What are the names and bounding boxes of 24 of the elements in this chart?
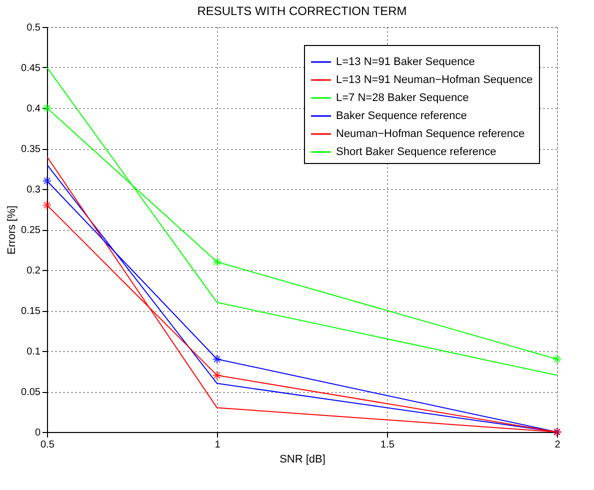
y-tick-label: 0.3 [26,184,41,196]
legend-label: L=7 N=28 Baker Sequence [336,92,469,104]
y-tick-label: 0.45 [21,63,41,74]
y-tick-label: 0 [34,428,41,438]
y-tick-label: 0.4 [26,104,41,114]
legend-label: Neuman−Hofman Sequence reference [336,128,525,140]
y-tick-label: 0.2 [26,266,41,276]
y-tick-label: 0.15 [21,306,41,317]
y-tick-label: 0.05 [21,387,41,398]
x-tick-label: 1 [214,440,221,450]
legend-label: Short Baker Sequence reference [336,146,496,158]
x-tick-label: 1.5 [380,440,395,450]
y-tick-label: 0.25 [21,225,41,236]
chart-title: RESULTS WITH CORRECTION TERM [197,4,407,18]
y-axis-title: Errors [%] [6,206,18,254]
y-tick-label: 0.5 [26,22,41,34]
y-tick-label: 0.1 [26,346,41,358]
legend-label: Baker Sequence reference [336,110,467,122]
x-tick-label: 2 [554,440,561,450]
x-axis-title: SNR [dB] [280,454,326,466]
legend-label: L=13 N=91 Baker Sequence [336,56,475,68]
x-tick-label: 0.5 [40,440,55,450]
y-tick-label: 0.35 [21,144,41,155]
legend-label: L=13 N=91 Neuman−Hofman Sequence [336,74,533,86]
